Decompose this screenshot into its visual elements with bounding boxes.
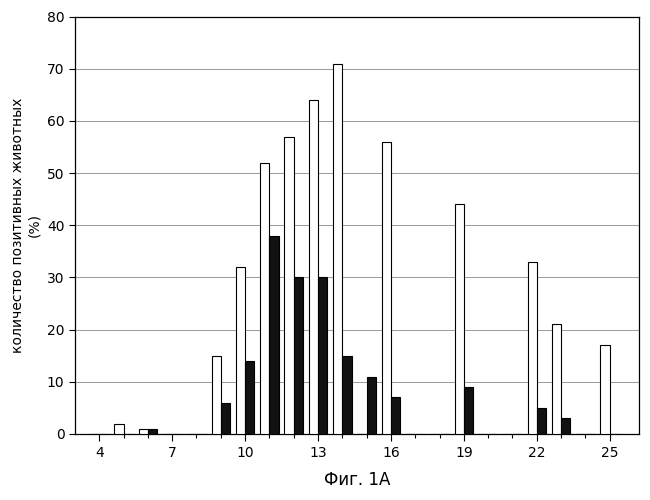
- Bar: [269, 236, 279, 434]
- Bar: [294, 278, 303, 434]
- Bar: [309, 100, 318, 434]
- Bar: [245, 361, 254, 434]
- Bar: [318, 278, 327, 434]
- Bar: [391, 398, 400, 434]
- Bar: [285, 136, 294, 434]
- Bar: [528, 262, 537, 434]
- Bar: [211, 356, 221, 434]
- Y-axis label: количество позитивных животных
(%): количество позитивных животных (%): [11, 98, 42, 353]
- Bar: [561, 418, 570, 434]
- Bar: [454, 204, 464, 434]
- Bar: [148, 429, 157, 434]
- Bar: [382, 142, 391, 434]
- X-axis label: Фиг. 1A: Фиг. 1A: [324, 471, 390, 489]
- Bar: [552, 324, 561, 434]
- Bar: [464, 387, 473, 434]
- Bar: [114, 424, 124, 434]
- Bar: [537, 408, 546, 434]
- Bar: [367, 376, 376, 434]
- Bar: [221, 402, 230, 434]
- Bar: [236, 267, 245, 434]
- Bar: [343, 356, 352, 434]
- Bar: [601, 346, 610, 434]
- Bar: [260, 162, 269, 434]
- Bar: [333, 64, 343, 434]
- Bar: [138, 429, 148, 434]
